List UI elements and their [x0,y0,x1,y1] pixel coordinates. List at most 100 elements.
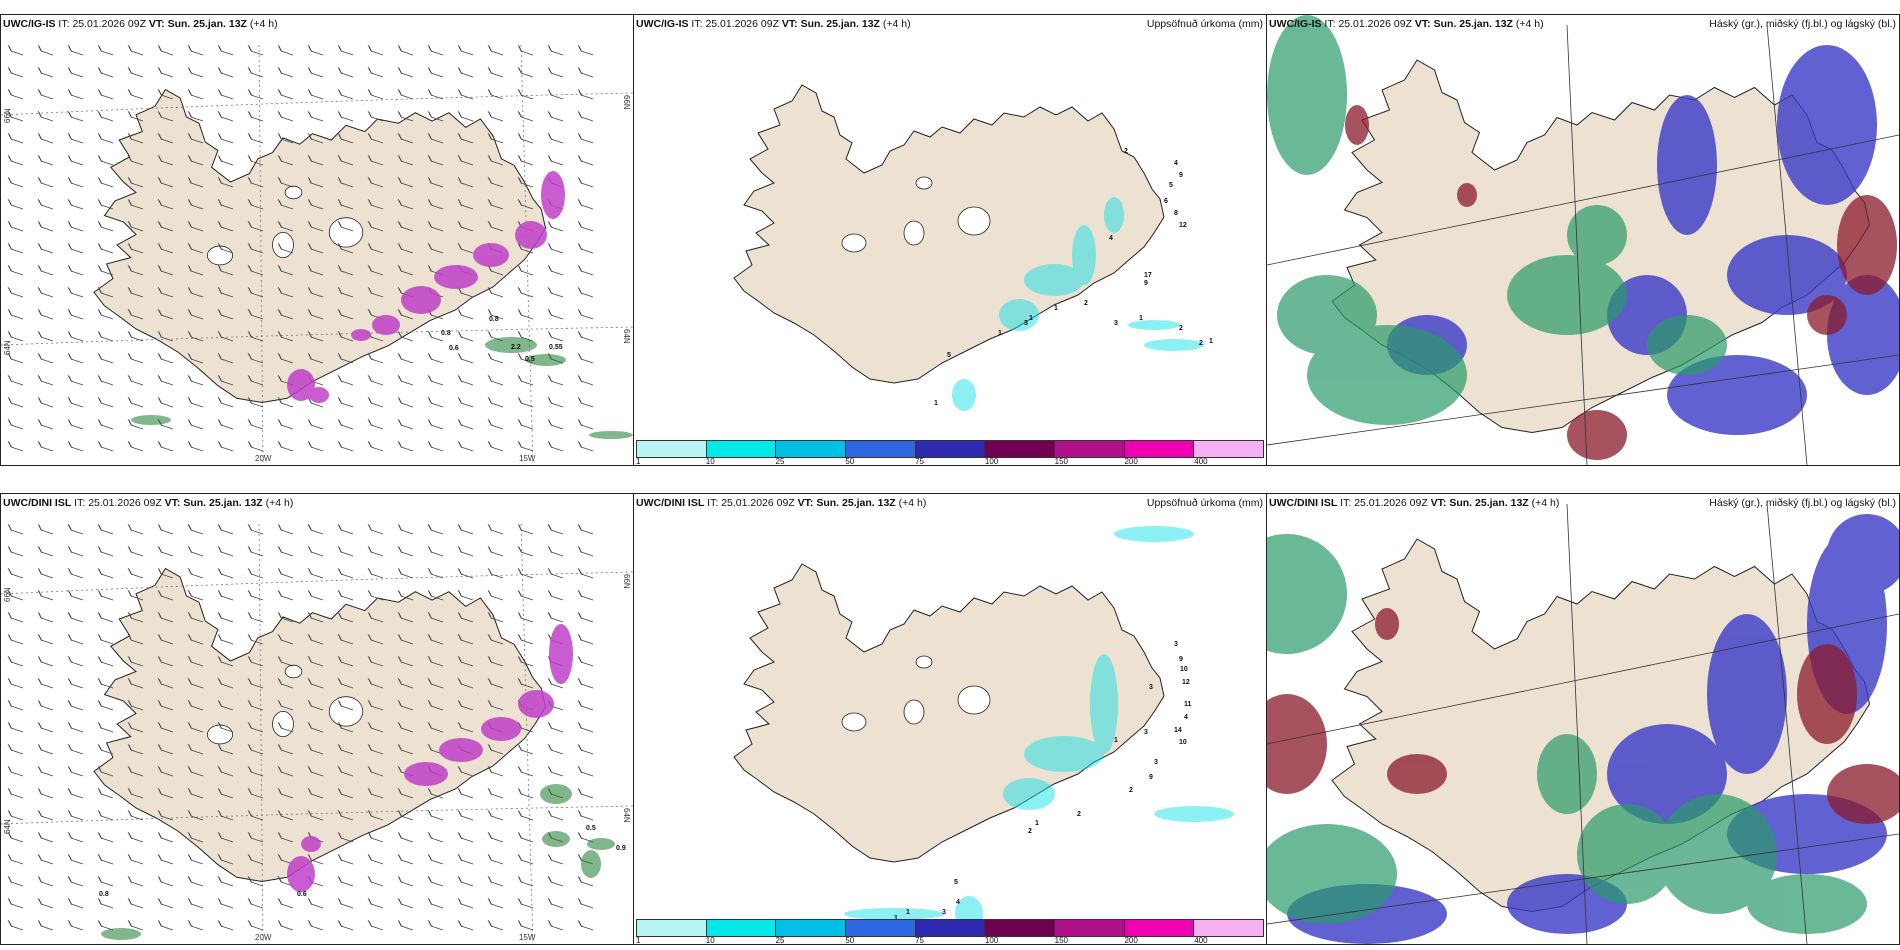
wind-barb [307,88,324,100]
map-panel-dini-precip: UWC/DINI ISL IT: 25.01.2026 09Z VT: Sun.… [633,493,1267,945]
wind-barb [457,396,474,408]
precip-colorbar: 1 10 25 50 75 100 150 200 400 [634,918,1266,944]
high-cloud-area [1277,275,1377,355]
wind-barb [427,611,444,623]
precip-area [1024,264,1084,296]
wind-barb [397,352,414,364]
wind-barb [337,440,354,452]
wind-barb [67,633,84,645]
wind-barb [337,831,354,843]
wind-barb [277,330,294,342]
wind-barb [337,176,354,188]
wind-barb [487,699,504,711]
wind-barb [97,132,114,144]
iceland-landmass [93,88,547,404]
wind-barb [517,66,534,78]
wind-barb [517,286,534,298]
wind-barb [217,418,234,430]
wind-barb [307,264,324,276]
glacier-outline [272,231,294,258]
wind-barb [97,875,114,887]
wind-barb [577,352,594,364]
wind-barb [517,308,534,320]
rain-precip-area [587,838,615,850]
wind-barb [37,919,54,931]
wind-barb [487,633,504,645]
wind-barb [577,132,594,144]
wind-barb [37,633,54,645]
wind-barb [427,699,444,711]
snow-precip-area [518,690,554,718]
precip-value-label: 1 [934,400,938,407]
wind-barb [67,589,84,601]
wind-barb [187,765,204,777]
wind-barb [157,677,174,689]
wind-barb [247,242,264,254]
colorbar-tick: 200 [1124,457,1138,466]
precip-value-label: 1 [1035,820,1039,827]
precip-value-label: 1 [894,915,898,922]
wind-barb [577,765,594,777]
wind-barb [37,286,54,298]
wind-barb [397,809,414,821]
panel-parameter: Uppsöfnuð úrkoma (mm) [1146,497,1263,509]
wind-barb [577,809,594,821]
wind-barb [397,154,414,166]
wind-barb [37,132,54,144]
wind-barb [217,655,234,667]
wind-barb [397,220,414,232]
wind-barb [457,66,474,78]
wind-barb [97,655,114,667]
precip-area [1003,778,1055,810]
map-panel-dini-cloud: UWC/DINI ISL IT: 25.01.2026 09Z VT: Sun.… [1266,493,1900,945]
wind-barb [7,787,24,799]
wind-barb [37,440,54,452]
wind-barb [37,176,54,188]
wind-barb [217,308,234,320]
precip-value-label: 2 [1199,340,1203,347]
wind-barb [307,308,324,320]
map-canvas: 0.5 0.9 0.8 0.6 [1,523,633,944]
wind-barb [157,176,174,188]
wind-barb [7,611,24,623]
wind-barb [427,721,444,733]
wind-barb [547,396,564,408]
rain-precip-area [589,431,633,439]
wind-barb [307,440,324,452]
snow-precip-area [287,856,315,892]
wind-barb [457,611,474,623]
wind-barb [7,633,24,645]
colorbar-swatch [706,920,777,936]
wind-barb [97,198,114,210]
wind-barb [277,352,294,364]
wind-barb [217,352,234,364]
wind-barb [487,919,504,931]
wind-barb [427,44,444,56]
wind-barb [487,787,504,799]
precip-value-label: 5 [954,879,958,886]
wind-barb [97,897,114,909]
wind-barb [487,523,504,535]
graticule [1267,24,1899,465]
wind-barb [457,545,474,557]
wind-barb [307,567,324,579]
wind-barb [67,374,84,386]
wind-barb [217,286,234,298]
wind-barb [367,198,384,210]
precip-area [1144,339,1204,351]
wind-barb [577,220,594,232]
wind-barb [7,396,24,408]
wind-barb [157,198,174,210]
low-cloud-area [1457,183,1477,207]
wind-barb [487,743,504,755]
wind-barb [67,176,84,188]
wind-barb [187,787,204,799]
wind-barb [337,220,354,232]
wind-barb [127,330,144,342]
precip-colorbar: 1 10 25 50 75 100 150 200 400 [634,439,1266,465]
wind-barb [217,765,234,777]
wind-barb [517,875,534,887]
wind-barb [217,198,234,210]
wind-barb [97,66,114,78]
